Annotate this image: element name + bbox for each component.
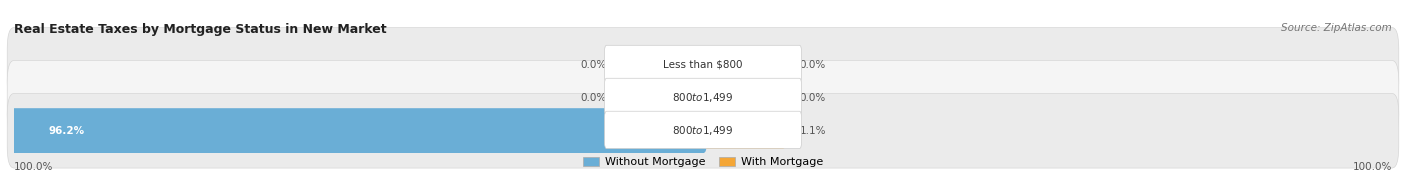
- Text: 96.2%: 96.2%: [48, 126, 84, 136]
- FancyBboxPatch shape: [7, 27, 1399, 102]
- FancyBboxPatch shape: [605, 45, 801, 83]
- Text: Source: ZipAtlas.com: Source: ZipAtlas.com: [1281, 23, 1392, 33]
- FancyBboxPatch shape: [605, 78, 801, 116]
- Text: 0.0%: 0.0%: [800, 93, 825, 103]
- Text: $800 to $1,499: $800 to $1,499: [672, 124, 734, 137]
- FancyBboxPatch shape: [621, 82, 702, 114]
- FancyBboxPatch shape: [704, 113, 786, 149]
- Text: Less than $800: Less than $800: [664, 60, 742, 70]
- Text: 0.0%: 0.0%: [581, 93, 606, 103]
- FancyBboxPatch shape: [704, 49, 785, 81]
- FancyBboxPatch shape: [10, 108, 707, 153]
- Text: Real Estate Taxes by Mortgage Status in New Market: Real Estate Taxes by Mortgage Status in …: [14, 23, 387, 36]
- Text: $800 to $1,499: $800 to $1,499: [672, 91, 734, 104]
- Text: 1.1%: 1.1%: [800, 126, 825, 136]
- FancyBboxPatch shape: [605, 111, 801, 149]
- FancyBboxPatch shape: [7, 93, 1399, 168]
- FancyBboxPatch shape: [7, 61, 1399, 135]
- FancyBboxPatch shape: [704, 82, 785, 114]
- FancyBboxPatch shape: [621, 49, 702, 81]
- Text: 100.0%: 100.0%: [1353, 162, 1392, 172]
- Text: 0.0%: 0.0%: [800, 60, 825, 70]
- Legend: Without Mortgage, With Mortgage: Without Mortgage, With Mortgage: [578, 152, 828, 172]
- Text: 100.0%: 100.0%: [14, 162, 53, 172]
- Text: 0.0%: 0.0%: [581, 60, 606, 70]
